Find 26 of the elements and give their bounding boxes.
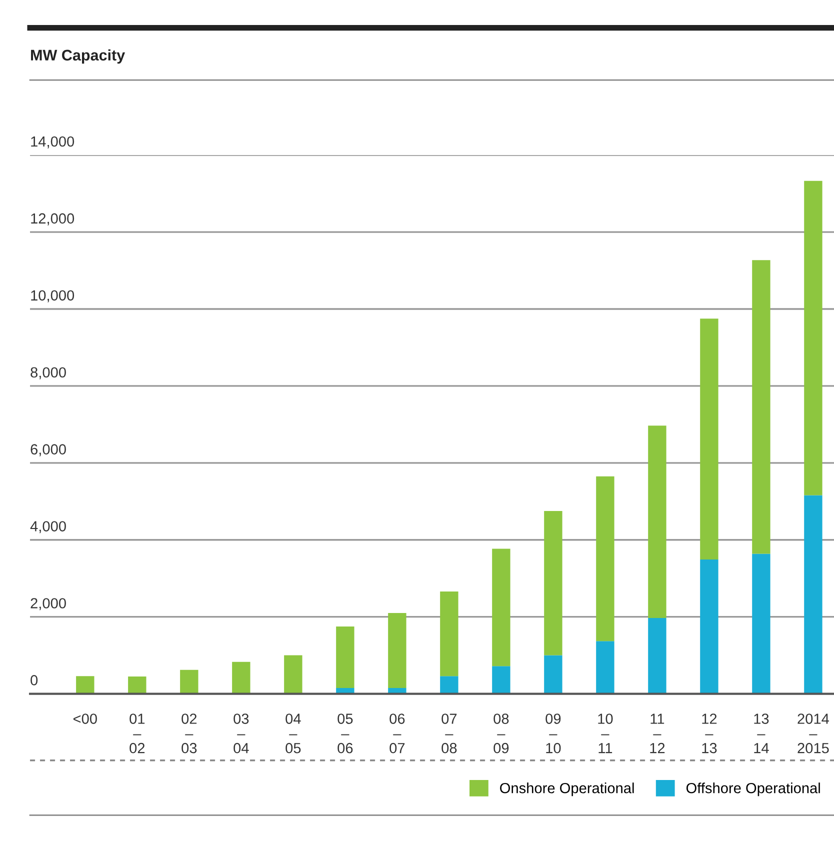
- y-tick-label: 2,000: [30, 598, 66, 610]
- x-tick-label: 2014 – 2015: [798, 714, 829, 754]
- x-tick-label: 03 – 04: [234, 714, 249, 754]
- x-tick-label: 09 – 10: [546, 714, 561, 754]
- x-tick-label: 06 – 07: [390, 714, 405, 754]
- x-tick-label: 01 – 02: [130, 714, 145, 754]
- x-tick-label: 10 – 11: [598, 714, 613, 754]
- legend-label: Onshore Operational: [500, 782, 634, 796]
- y-tick-label: 10,000: [31, 290, 74, 302]
- x-tick-label: 05 – 06: [338, 714, 353, 754]
- x-tick-label: 08 – 09: [494, 714, 509, 754]
- x-tick-label: 04 – 05: [286, 714, 301, 754]
- x-tick-label: 11 – 12: [650, 714, 665, 754]
- legend-label: Offshore Operational: [686, 782, 820, 796]
- y-tick-label: 12,000: [31, 213, 74, 226]
- y-tick-label: 4,000: [30, 521, 66, 534]
- y-tick-label: 8,000: [30, 367, 66, 380]
- x-tick-label: 13 – 14: [754, 714, 769, 754]
- x-tick-label: 07 – 08: [442, 714, 457, 754]
- x-tick-label: 12 – 13: [702, 714, 717, 754]
- x-tick-label: 02 – 03: [182, 714, 197, 754]
- y-tick-label: 14,000: [31, 136, 74, 148]
- y-tick-label: 6,000: [30, 444, 66, 456]
- x-tick-label: <00: [74, 714, 97, 724]
- y-tick-label: 0: [30, 675, 38, 686]
- chart-title: MW Capacity: [31, 49, 126, 64]
